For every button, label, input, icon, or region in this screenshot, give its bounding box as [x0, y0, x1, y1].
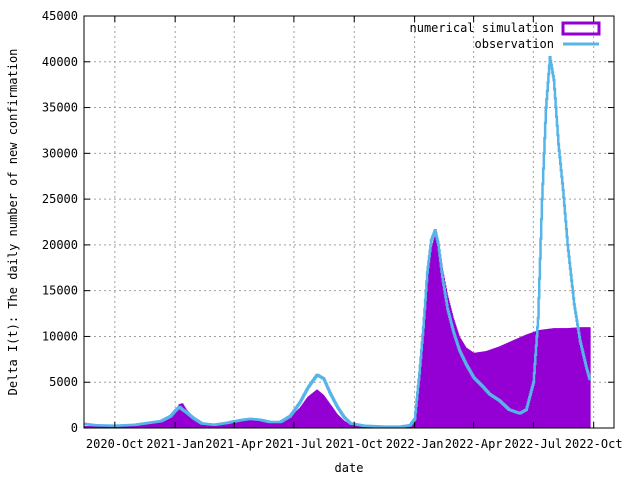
x-tick-label: 2022-Apr	[445, 437, 503, 451]
y-axis-label: Delta I(t): The daily number of new conf…	[6, 49, 20, 396]
legend-label-numerical-simulation: numerical simulation	[410, 21, 555, 35]
y-tick-label: 15000	[42, 284, 78, 298]
series-observation	[83, 55, 591, 428]
y-tick-label: 35000	[42, 101, 78, 115]
legend-label-observation: observation	[475, 37, 554, 51]
y-tick-label: 30000	[42, 146, 78, 160]
x-tick-label: 2021-Jul	[265, 437, 323, 451]
x-axis-label: date	[335, 461, 364, 475]
x-tick-label: 2022-Jul	[504, 437, 562, 451]
legend-swatch-numerical-simulation	[561, 21, 601, 36]
series-numerical-simulation	[83, 235, 591, 428]
legend: numerical simulation observation	[410, 21, 601, 51]
y-tick-label: 10000	[42, 329, 78, 343]
x-tick-label: 2021-Apr	[205, 437, 263, 451]
y-tick-labels: 0 5000 10000 15000 20000 25000 30000 35000 40000…	[42, 9, 78, 435]
y-tick-label: 20000	[42, 238, 78, 252]
plot-frame	[83, 15, 615, 429]
obs-line	[83, 55, 591, 428]
y-tick-label: 5000	[49, 375, 78, 389]
axis-ticks	[84, 15, 614, 429]
y-tick-label: 45000	[42, 9, 78, 23]
y-tick-label: 40000	[42, 55, 78, 69]
x-tick-labels: 2020-Oct 2021-Jan 2021-Apr 2021-Jul 2021-Oct…	[86, 437, 623, 451]
x-tick-label: 2022-Jan	[386, 437, 444, 451]
y-tick-label: 25000	[42, 192, 78, 206]
x-tick-label: 2022-Oct	[565, 437, 623, 451]
y-tick-label: 0	[71, 421, 78, 435]
x-tick-label: 2021-Jan	[146, 437, 204, 451]
x-tick-label: 2020-Oct	[86, 437, 144, 451]
x-tick-label: 2021-Oct	[325, 437, 383, 451]
